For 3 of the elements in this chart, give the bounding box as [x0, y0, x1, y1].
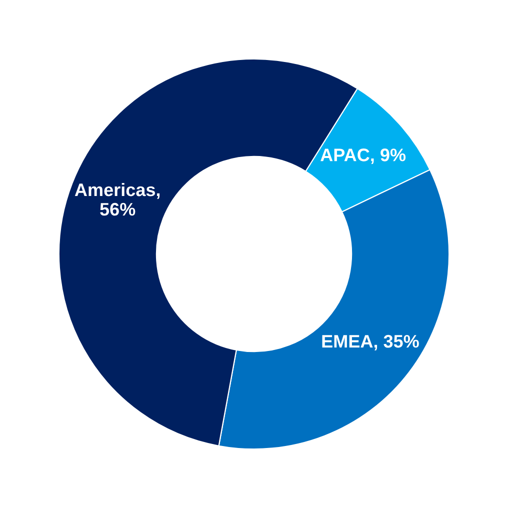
- slice-label: APAC, 9%: [320, 148, 406, 164]
- slice-label: EMEA, 35%: [322, 334, 419, 350]
- slice-label: Americas, 56%: [74, 182, 160, 216]
